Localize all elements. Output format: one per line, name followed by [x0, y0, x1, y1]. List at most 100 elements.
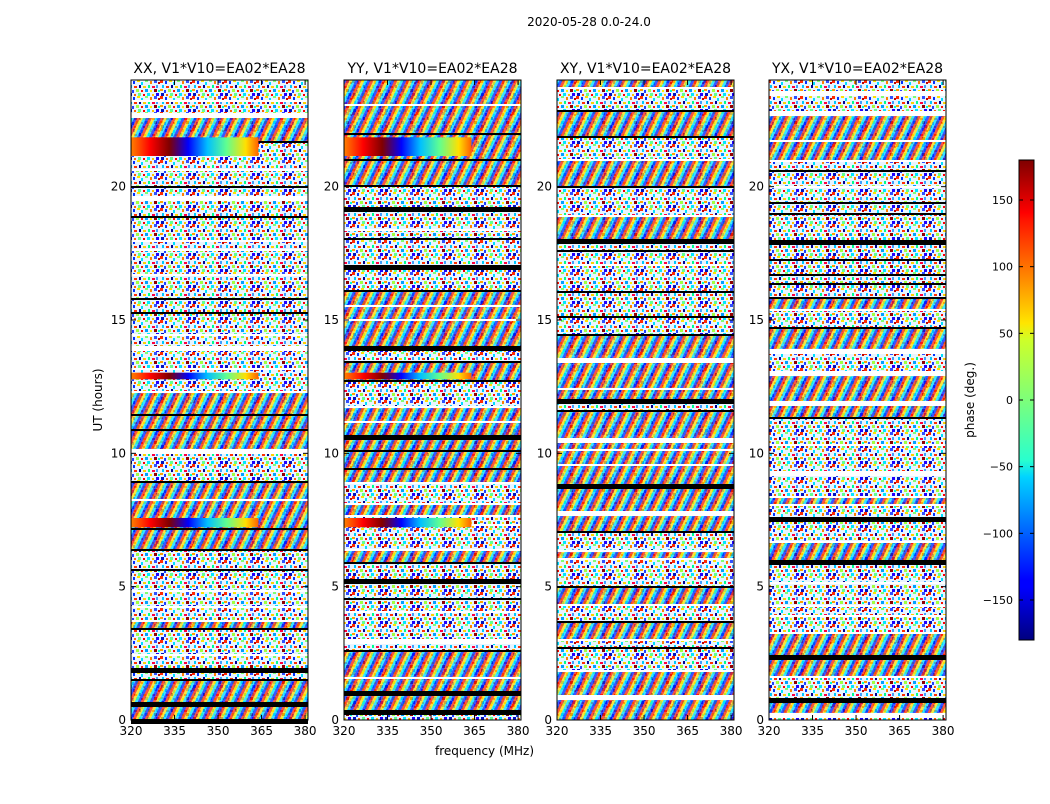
- phase-ramp-band: [344, 518, 472, 528]
- scan-gap: [557, 558, 734, 560]
- scan-gap: [131, 216, 308, 218]
- scan-gap: [344, 503, 521, 505]
- scan-gap: [344, 229, 521, 231]
- scan-gap: [557, 291, 734, 293]
- scan-gap: [557, 334, 734, 336]
- scan-gap: [131, 620, 308, 622]
- scan-gap: [344, 265, 521, 270]
- scan-gap: [557, 639, 734, 641]
- fringe-band: [344, 452, 521, 468]
- scan-gap: [131, 679, 308, 681]
- scan-gap: [131, 606, 308, 608]
- x-tick-label: 350: [207, 724, 230, 738]
- scan-gap: [769, 417, 946, 419]
- panel-title: YY, V1*V10=EA02*EA28: [346, 61, 517, 77]
- scan-gap: [557, 264, 734, 266]
- fringe-band: [131, 393, 308, 414]
- scan-gap: [769, 186, 946, 188]
- y-tick-label: 10: [324, 446, 339, 460]
- x-tick-label: 320: [333, 724, 356, 738]
- scan-gap: [769, 401, 946, 406]
- colorbar-tick-label: 100: [992, 261, 1013, 274]
- scan-gap: [769, 170, 946, 172]
- panel-3: XY, V1*V10=EA02*EA28 320 335 350 365 380 0 5 10 1…: [537, 61, 743, 738]
- y-tick-label: 20: [749, 180, 764, 194]
- y-tick-label: 5: [756, 580, 764, 594]
- fringe-band: [344, 161, 521, 185]
- scan-gap: [557, 511, 734, 516]
- scan-gap: [557, 110, 734, 112]
- fringe-band: [557, 623, 734, 639]
- fringe-band: [557, 112, 734, 136]
- scan-gap: [344, 421, 521, 423]
- scan-gap: [131, 481, 308, 483]
- fringe-band: [557, 443, 734, 449]
- fringe-band: [344, 307, 521, 319]
- y-tick-label: 20: [537, 180, 552, 194]
- scan-gap: [131, 312, 308, 314]
- fringe-band: [344, 551, 521, 562]
- scan-gap: [344, 361, 521, 363]
- fringe-band: [131, 707, 308, 719]
- scan-gap: [344, 104, 521, 106]
- scan-gap: [557, 410, 734, 412]
- scan-gap: [344, 346, 521, 351]
- phase-ramp-band: [344, 137, 472, 156]
- x-tick-label: 320: [758, 724, 781, 738]
- scan-gap: [131, 569, 308, 571]
- scan-gap: [131, 654, 308, 656]
- fringe-band: [557, 336, 734, 358]
- scan-gap: [131, 668, 308, 673]
- scan-gap: [344, 691, 521, 696]
- fringe-band: [344, 423, 521, 435]
- scan-gap: [344, 639, 521, 644]
- scan-gap: [344, 450, 521, 452]
- fringe-band: [344, 80, 521, 104]
- scan-gap: [557, 531, 734, 533]
- colorbar-tick-label: −50: [990, 461, 1013, 474]
- fringe-band: [769, 634, 946, 655]
- scan-gap: [131, 429, 308, 431]
- fringe-band: [769, 116, 946, 140]
- panel-title: XX, V1*V10=EA02*EA28: [133, 61, 305, 77]
- scan-gap: [344, 598, 521, 600]
- y-tick-label: 5: [544, 580, 552, 594]
- scan-gap: [769, 496, 946, 498]
- fringe-band: [557, 80, 734, 87]
- phase-ramp-band: [131, 372, 259, 380]
- scan-gap: [769, 444, 946, 446]
- panel-title: YX, V1*V10=EA02*EA28: [771, 61, 943, 77]
- y-tick-label: 0: [331, 713, 339, 727]
- fringe-band: [557, 516, 734, 531]
- fringe-band: [344, 321, 521, 346]
- scan-gap: [769, 91, 946, 96]
- colorbar-tick-label: −100: [983, 527, 1013, 540]
- scan-gap: [131, 499, 308, 501]
- scan-gap: [131, 298, 308, 300]
- fringe-band: [557, 217, 734, 239]
- phase-ramp-band: [344, 372, 472, 380]
- scan-gap: [769, 309, 946, 311]
- scan-gap: [557, 604, 734, 606]
- scan-gap: [344, 406, 521, 408]
- scan-gap: [557, 484, 734, 489]
- scan-gap: [344, 710, 521, 715]
- scan-gap: [557, 449, 734, 451]
- scan-gap: [344, 380, 521, 382]
- fringe-band: [769, 376, 946, 401]
- plot-frame: [130, 79, 309, 721]
- plot-frame: [343, 79, 522, 721]
- y-tick-label: 15: [111, 313, 126, 327]
- x-tick-label: 350: [633, 724, 656, 738]
- fringe-band: [557, 466, 734, 484]
- x-axis-label: frequency (MHz): [435, 744, 534, 758]
- scan-gap: [131, 628, 308, 630]
- colorbar-tick-label: 150: [992, 194, 1013, 207]
- fringe-band: [557, 161, 734, 186]
- scan-gap: [769, 202, 946, 204]
- scan-gap: [769, 240, 946, 245]
- y-tick-label: 15: [324, 313, 339, 327]
- fringe-band: [557, 552, 734, 558]
- scan-gap: [557, 438, 734, 443]
